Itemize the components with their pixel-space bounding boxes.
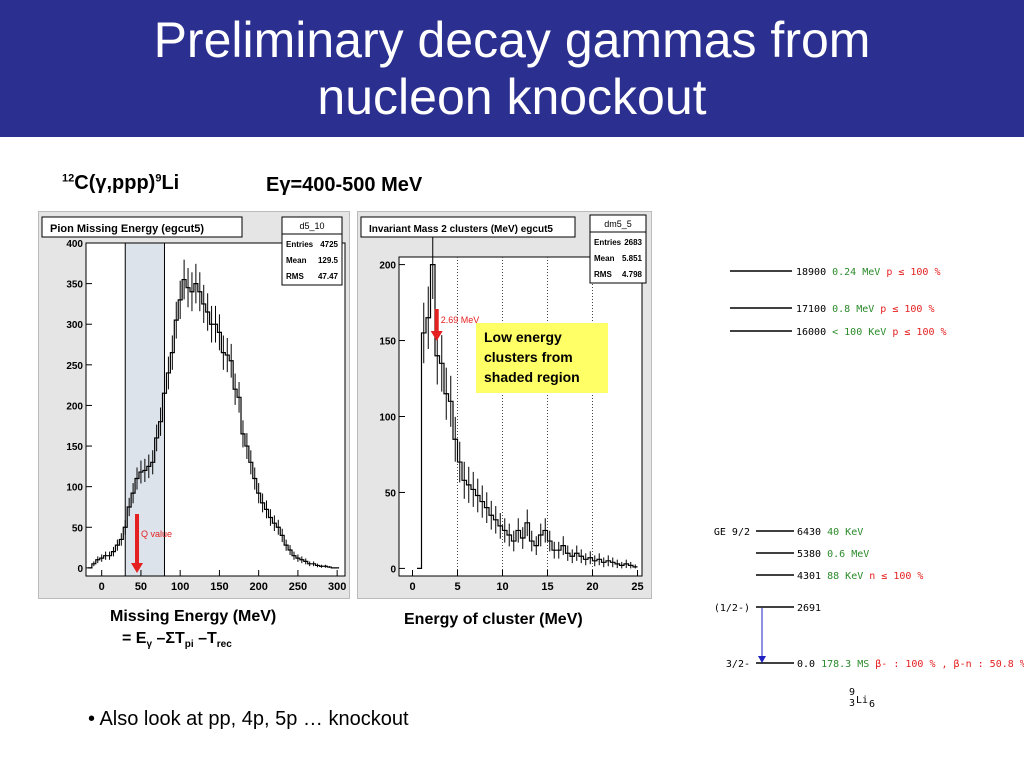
stats-key: Entries [286, 240, 314, 249]
stats-value: 4725 [320, 240, 338, 249]
histogram-title-box [41, 216, 243, 238]
stats-value: 5.851 [622, 254, 643, 263]
plot-frame [398, 256, 643, 577]
stats-value: 47.47 [318, 272, 339, 281]
x-tick-label: 10 [496, 581, 508, 593]
x-tick-label: 0 [99, 581, 105, 593]
stats-value: 129.5 [318, 256, 339, 265]
y-tick-label: 100 [379, 413, 396, 424]
x-tick-label: 25 [631, 581, 643, 593]
y-tick-label: 200 [66, 401, 83, 412]
stats-name: d5_10 [299, 221, 324, 231]
stats-box [281, 216, 343, 286]
x-tick-label: 15 [541, 581, 553, 593]
level-label: 18900 0.24 MeV p ≤ 100 % [796, 267, 941, 278]
cluster-energy-chart: 0 5 10 15 20 25 0 50 100 150 200 Invariant Mass 2 c… [360, 214, 647, 593]
nucleus-charge: 3 [849, 698, 855, 709]
stats-key: RMS [286, 272, 304, 281]
level-label: 5380 0.6 MeV [797, 549, 869, 560]
title-bar [0, 0, 1024, 137]
x-tick-label: 300 [328, 581, 346, 593]
xlabel-cluster-energy: Energy of cluster (MeV) [404, 611, 583, 628]
x-tick-label: 5 [454, 581, 460, 593]
transition-arrow-head [758, 656, 766, 663]
x-tick-label: 250 [289, 581, 307, 593]
level-scheme-lower: GE 9/2 6430 40 KeV 5380 0.6 MeV 4301 88 K… [714, 527, 1024, 710]
reaction-label: 12C(γ,ppp)9Li [62, 172, 180, 194]
nucleus-symbol: Li [856, 695, 868, 706]
slide-title: Preliminary decay gammas from nucleon kn… [153, 12, 871, 125]
arrow-head [131, 563, 144, 573]
nucleus-neutrons: 6 [869, 699, 875, 710]
level-label: 4301 88 KeV n ≤ 100 % [797, 571, 923, 582]
xlabel-missing-energy: Missing Energy (MeV) = Eγ –ΣTpi –Trec [110, 608, 277, 651]
level-label: 2691 [797, 603, 821, 614]
arrow-label: Q value [141, 529, 172, 539]
level-spin-label: 3/2- [726, 659, 750, 670]
histogram-title: Pion Missing Energy (egcut5) [50, 223, 204, 235]
stats-value: 4.798 [622, 270, 643, 279]
level-label: 16000 < 100 KeV p ≤ 100 % [796, 327, 947, 338]
stats-key: Mean [594, 254, 615, 263]
y-tick-label: 300 [66, 320, 83, 331]
x-tick-label: 20 [586, 581, 598, 593]
y-tick-label: 200 [379, 261, 396, 272]
level-scheme: 18900 0.24 MeV p ≤ 100 % 17100 0.8 MeV p … [730, 267, 947, 338]
note-box: Low energy clusters from shaded region [476, 323, 608, 393]
stats-name: dm5_5 [604, 219, 632, 229]
level-spin-label: (1/2-) [714, 603, 750, 614]
shaded-region [124, 242, 165, 577]
histogram-series [417, 263, 638, 570]
missing-energy-chart: 0 50 100 150 200 250 300 0 50 100 150 200 250 300 350 4… [41, 216, 346, 593]
x-tick-label: 100 [171, 581, 189, 593]
y-tick-label: 350 [66, 280, 83, 291]
histogram-title-box [360, 216, 576, 238]
level-label: 17100 0.8 MeV p ≤ 100 % [796, 304, 934, 315]
arrow-head [430, 331, 443, 341]
x-tick-label: 150 [210, 581, 228, 593]
y-tick-label: 0 [390, 564, 396, 575]
y-tick-label: 100 [66, 483, 83, 494]
histogram-series [87, 278, 340, 569]
stats-key: Entries [594, 238, 622, 247]
stats-value: 2683 [624, 238, 642, 247]
y-tick-label: 250 [66, 361, 83, 372]
y-tick-label: 0 [77, 564, 83, 575]
histogram-title: Invariant Mass 2 clusters (MeV) egcut5 [369, 224, 553, 235]
y-tick-label: 400 [66, 239, 83, 250]
arrow-label: 2.69 MeV [441, 315, 480, 325]
y-tick-label: 150 [379, 337, 396, 348]
level-label: 6430 40 KeV [797, 527, 863, 538]
bullet-note: • Also look at pp, 4p, 5p … knockout [88, 708, 409, 730]
y-tick-label: 50 [72, 523, 84, 534]
stats-box [589, 214, 647, 284]
x-tick-label: 200 [249, 581, 267, 593]
stats-key: Mean [286, 256, 307, 265]
x-tick-label: 50 [135, 581, 147, 593]
stats-key: RMS [594, 270, 612, 279]
energy-range-label: Eγ=400-500 MeV [266, 174, 423, 196]
y-tick-label: 50 [385, 488, 397, 499]
nucleus-mass: 9 [849, 687, 855, 698]
level-spin-label: GE 9/2 [714, 527, 750, 538]
level-label: 0.0 178.3 MS β- : 100 % , β-n : 50.8 % [797, 659, 1024, 670]
y-tick-label: 150 [66, 442, 83, 453]
x-tick-label: 0 [409, 581, 415, 593]
